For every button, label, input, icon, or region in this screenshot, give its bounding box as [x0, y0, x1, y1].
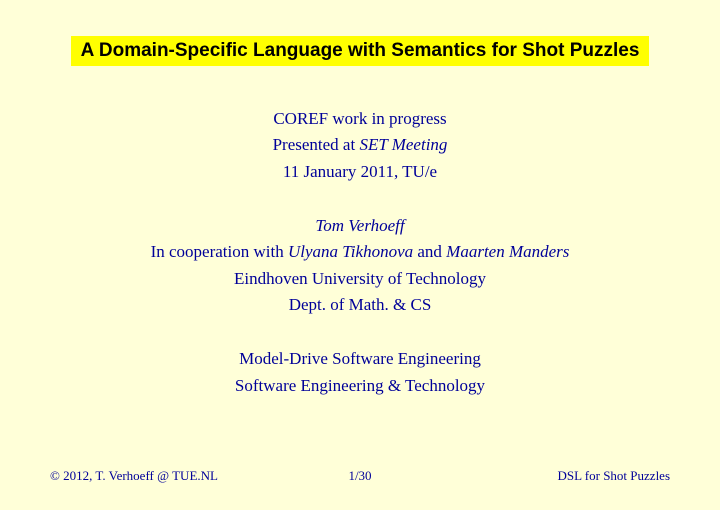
groups-block: Model-Drive Software Engineering Softwar…	[50, 346, 670, 399]
affiliation-2: Dept. of Math. & CS	[50, 292, 670, 318]
coop-d: Maarten Manders	[446, 242, 569, 261]
footer-center: 1/30	[257, 468, 464, 484]
author-name: Tom Verhoeff	[50, 213, 670, 239]
footer-right: DSL for Shot Puzzles	[463, 468, 670, 484]
meta-line-3: 11 January 2011, TU/e	[50, 159, 670, 185]
footer: © 2012, T. Verhoeff @ TUE.NL 1/30 DSL fo…	[0, 468, 720, 484]
footer-left: © 2012, T. Verhoeff @ TUE.NL	[50, 468, 257, 484]
group-2: Software Engineering & Technology	[50, 373, 670, 399]
slide: A Domain-Specific Language with Semantic…	[0, 0, 720, 510]
coop-c: and	[413, 242, 446, 261]
authors-block: Tom Verhoeff In cooperation with Ulyana …	[50, 213, 670, 318]
coop-a: In cooperation with	[151, 242, 288, 261]
meta-line-2a: Presented at	[273, 135, 360, 154]
slide-title: A Domain-Specific Language with Semantic…	[71, 36, 650, 66]
group-1: Model-Drive Software Engineering	[50, 346, 670, 372]
affiliation-1: Eindhoven University of Technology	[50, 266, 670, 292]
cooperation-line: In cooperation with Ulyana Tikhonova and…	[50, 239, 670, 265]
meta-block: COREF work in progress Presented at SET …	[50, 106, 670, 185]
meta-line-2: Presented at SET Meeting	[50, 132, 670, 158]
meta-line-2b: SET Meeting	[359, 135, 447, 154]
meta-line-1: COREF work in progress	[50, 106, 670, 132]
coop-b: Ulyana Tikhonova	[288, 242, 413, 261]
